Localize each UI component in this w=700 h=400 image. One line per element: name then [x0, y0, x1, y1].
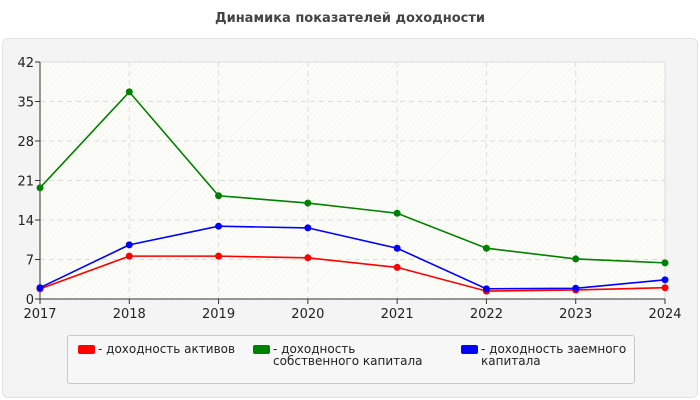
data-point-2 — [572, 284, 580, 292]
plot-area — [39, 61, 666, 300]
x-tick-label: 2021 — [381, 307, 414, 322]
data-point-1 — [36, 184, 44, 192]
data-point-1 — [304, 199, 312, 207]
data-point-2 — [393, 244, 401, 252]
data-point-2 — [36, 284, 44, 292]
x-tick-label: 2018 — [113, 307, 146, 322]
data-point-0 — [304, 254, 312, 262]
x-tick-label: 2024 — [648, 307, 681, 322]
y-tick-label: 42 — [17, 56, 34, 71]
legend-item-assets: - доходность активов — [78, 343, 235, 355]
x-tick-label: 2020 — [291, 307, 324, 322]
x-tick-label: 2019 — [202, 307, 235, 322]
data-point-2 — [125, 241, 133, 249]
data-point-2 — [215, 222, 223, 230]
y-tick-label: 14 — [17, 214, 34, 229]
legend-swatch — [253, 345, 270, 354]
x-tick-label: 2022 — [470, 307, 503, 322]
legend-item-debt: - доходность заемного капитала — [461, 343, 631, 367]
legend-item-equity: - доходность собственного капитала — [253, 343, 443, 367]
series-line-1 — [39, 90, 666, 264]
y-tick-label: 7 — [26, 254, 34, 269]
data-point-1 — [661, 259, 669, 267]
data-point-1 — [125, 88, 133, 96]
data-point-2 — [482, 285, 490, 293]
data-point-0 — [661, 284, 669, 292]
data-point-2 — [661, 276, 669, 284]
data-point-1 — [215, 192, 223, 200]
x-tick-label: 2023 — [559, 307, 592, 322]
y-tick-label: 28 — [17, 135, 34, 150]
legend-label: - доходность заемного капитала — [481, 342, 627, 368]
legend: - доходность активов - доходность собств… — [67, 335, 635, 384]
data-point-0 — [125, 252, 133, 260]
data-point-1 — [482, 244, 490, 252]
data-point-1 — [393, 209, 401, 217]
data-point-0 — [393, 263, 401, 271]
data-point-1 — [572, 255, 580, 263]
x-tick-label: 2017 — [23, 307, 56, 322]
series-line-2 — [39, 225, 666, 290]
legend-swatch — [461, 345, 478, 354]
legend-swatch — [78, 345, 95, 354]
legend-label: - доходность активов — [98, 342, 236, 356]
y-tick-label: 21 — [17, 175, 34, 190]
y-tick-label: 35 — [17, 96, 34, 111]
chart-title: Динамика показателей доходности — [215, 11, 485, 26]
series-line-0 — [39, 255, 666, 292]
y-tick-label: 0 — [26, 293, 34, 308]
data-point-2 — [304, 224, 312, 232]
data-point-0 — [215, 252, 223, 260]
legend-label: - доходность собственного капитала — [273, 342, 423, 368]
